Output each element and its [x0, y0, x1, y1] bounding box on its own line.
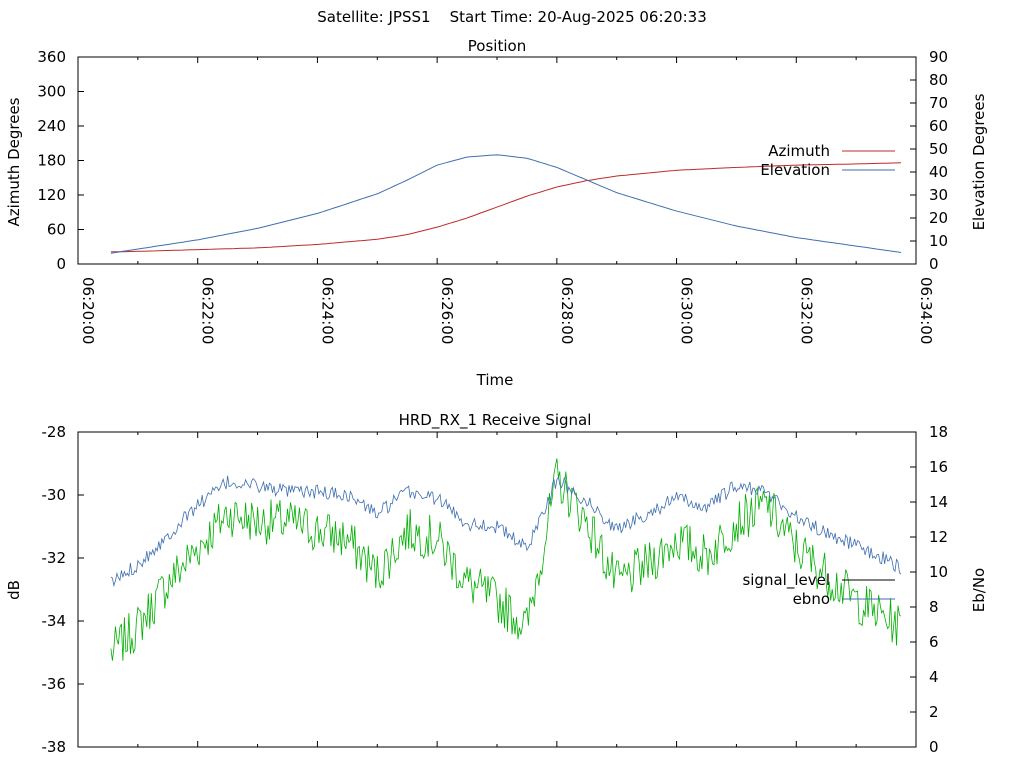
- signal-ylabel: dB: [5, 580, 23, 600]
- y2-tick-label: 8: [929, 598, 939, 616]
- y2-tick-label: 60: [929, 117, 948, 135]
- x-tick-label: 06:24:00: [318, 277, 336, 344]
- y-tick-label: 60: [47, 221, 66, 239]
- position-xlabel: Time: [476, 371, 514, 389]
- series-line-ebno: [110, 458, 902, 661]
- y2-tick-label: 4: [929, 668, 939, 686]
- y2-tick-label: 40: [929, 163, 948, 181]
- signal-chart: HRD_RX_1 Receive Signal -38-36-34-32-30-…: [5, 411, 988, 756]
- signal-ticks: -38 -36 -34 -32 -30 -28 0 2 4 6 8 10 12 14 16 18: [42, 423, 949, 756]
- x-tick-label: 06:32:00: [797, 277, 815, 344]
- position-ticks: 0 60 120 180 240 300 360 0 10 20 30 40 50 60 70 80 90 06:…: [37, 48, 948, 344]
- position-chart-title: Position: [468, 37, 526, 55]
- y2-tick-label: 50: [929, 140, 948, 158]
- x-tick-label: 06:34:00: [917, 277, 935, 344]
- y2-tick-label: 70: [929, 94, 948, 112]
- series-line-signal-level: [110, 475, 902, 588]
- y2-tick-label: 90: [929, 48, 948, 66]
- y-tick-label: -30: [42, 486, 67, 504]
- y-tick-label: 0: [56, 255, 66, 273]
- y-tick-label: 300: [37, 83, 66, 101]
- series-line-azimuth: [110, 162, 902, 253]
- position-ylabel: Azimuth Degrees: [5, 97, 23, 226]
- y-tick-label: -38: [42, 738, 67, 756]
- signal-plot-frame: [77, 431, 917, 748]
- y-tick-label: 360: [37, 48, 66, 66]
- x-tick-label: 06:30:00: [678, 277, 696, 344]
- y2-tick-label: 30: [929, 186, 948, 204]
- y2-tick-label: 80: [929, 71, 948, 89]
- signal-chart-title: HRD_RX_1 Receive Signal: [399, 411, 592, 430]
- position-y2label: Elevation Degrees: [970, 93, 988, 230]
- y2-tick-label: 10: [929, 232, 948, 250]
- y2-tick-label: 14: [929, 493, 948, 511]
- y-tick-label: 180: [37, 152, 66, 170]
- x-tick-label: 06:26:00: [438, 277, 456, 344]
- y-tick-label: 120: [37, 186, 66, 204]
- y-tick-label: -28: [42, 423, 67, 441]
- x-tick-label: 06:28:00: [558, 277, 576, 344]
- position-legend: Azimuth Elevation: [760, 142, 895, 179]
- y2-tick-label: 2: [929, 703, 939, 721]
- y2-tick-label: 6: [929, 633, 939, 651]
- legend-label-ebno: ebno: [793, 590, 830, 608]
- y-tick-label: -34: [42, 612, 67, 630]
- signal-legend: signal_level ebno: [742, 571, 895, 608]
- position-series-lines: [110, 154, 902, 254]
- x-tick-label: 06:20:00: [79, 277, 97, 344]
- legend-label-azimuth: Azimuth: [768, 142, 830, 160]
- y2-tick-label: 20: [929, 209, 948, 227]
- series-line-elevation: [110, 154, 902, 254]
- signal-series-lines: [110, 458, 902, 661]
- y2-tick-label: 10: [929, 563, 948, 581]
- x-tick-label: 06:22:00: [199, 277, 217, 344]
- signal-y2label: Eb/No: [970, 568, 988, 612]
- position-chart: Position 0 60 120 180 240 300 360 0 10 20 30 40 50 60…: [5, 37, 988, 389]
- y2-tick-label: 0: [929, 255, 939, 273]
- y-tick-label: -32: [42, 549, 67, 567]
- y2-tick-label: 12: [929, 528, 948, 546]
- y-tick-label: 240: [37, 117, 66, 135]
- y2-tick-label: 0: [929, 738, 939, 756]
- y2-tick-label: 18: [929, 423, 948, 441]
- legend-label-elevation: Elevation: [760, 161, 830, 179]
- y-tick-label: -36: [42, 675, 67, 693]
- y2-tick-label: 16: [929, 458, 948, 476]
- page-title: Satellite: JPSS1 Start Time: 20-Aug-2025…: [317, 8, 707, 26]
- legend-label-signal-level: signal_level: [742, 571, 830, 590]
